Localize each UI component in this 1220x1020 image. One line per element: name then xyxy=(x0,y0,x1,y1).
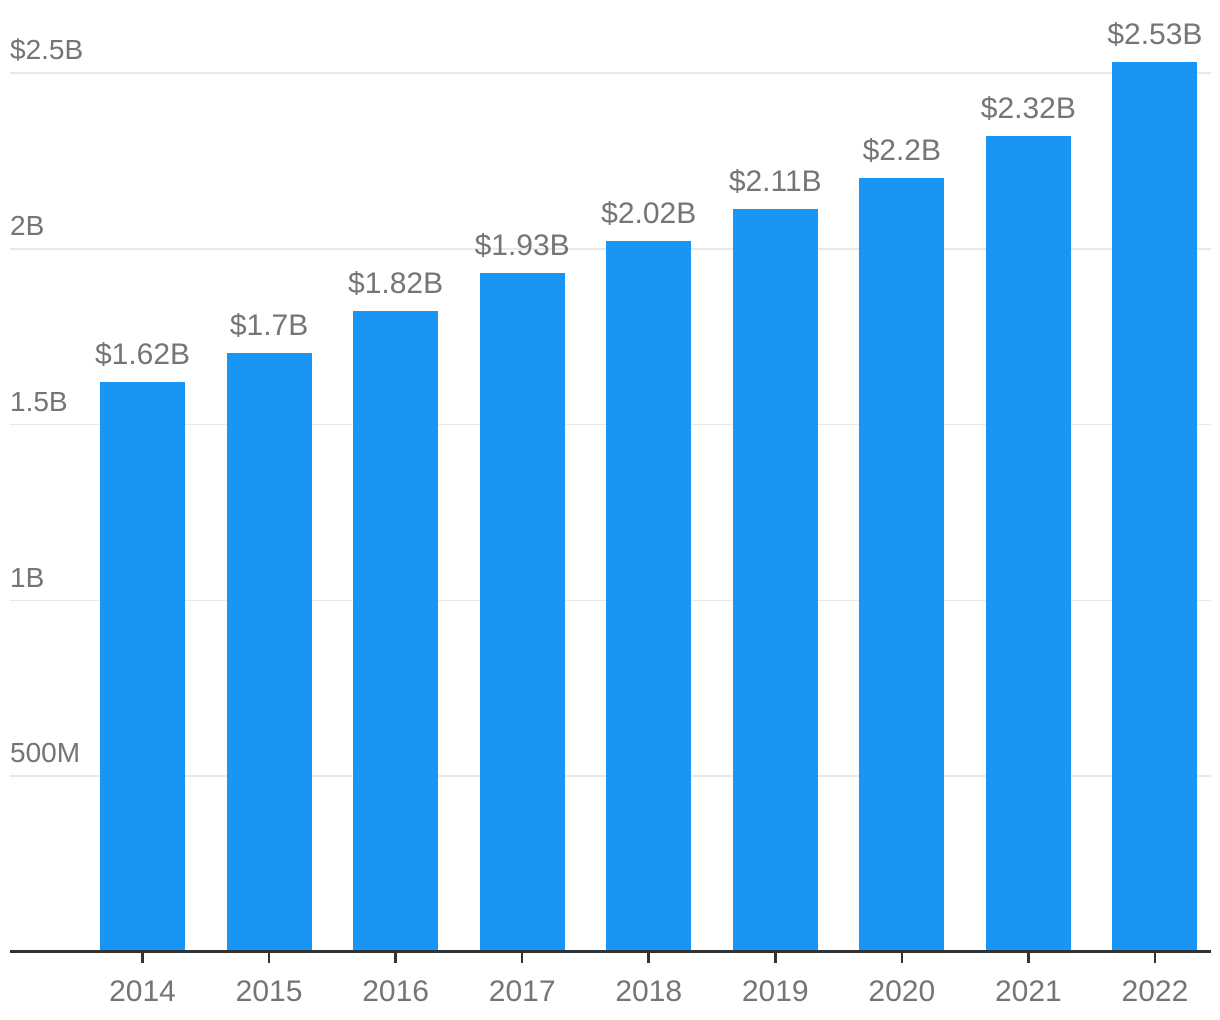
bar-value-label: $2.11B xyxy=(728,165,822,199)
bar-2020 xyxy=(859,177,945,951)
bar-2016 xyxy=(353,311,439,951)
x-axis-label: 2020 xyxy=(868,975,936,1008)
bar-2017 xyxy=(479,272,565,951)
x-axis-tick xyxy=(1027,952,1030,963)
x-axis-label: 2014 xyxy=(109,975,176,1008)
bar-2022 xyxy=(1112,61,1198,951)
x-axis-label: 2022 xyxy=(1121,975,1189,1008)
x-axis-label: 2021 xyxy=(994,975,1062,1008)
y-axis-label: $2.5B xyxy=(10,34,84,66)
gridline xyxy=(10,72,1211,74)
y-axis-label: 500M xyxy=(10,737,81,769)
x-axis-label: 2018 xyxy=(615,975,683,1008)
x-axis-label: 2015 xyxy=(235,975,303,1008)
bar-value-label: $2.32B xyxy=(980,91,1076,125)
bar-value-label: $2.53B xyxy=(1107,17,1203,51)
x-axis-label: 2016 xyxy=(362,975,429,1008)
y-axis-label: 1B xyxy=(10,561,45,593)
x-axis-tick xyxy=(647,952,650,963)
bar-value-label: $1.82B xyxy=(348,267,444,301)
bar-2015 xyxy=(226,353,312,951)
bar-2014 xyxy=(100,381,185,951)
y-axis-label: 2B xyxy=(10,210,45,241)
y-axis-label: 1.5B xyxy=(10,385,68,417)
x-axis-tick xyxy=(900,952,904,963)
x-axis-label: 2017 xyxy=(488,975,556,1008)
bar-2019 xyxy=(732,209,818,951)
x-axis-tick xyxy=(774,952,777,963)
x-axis-label: 2019 xyxy=(741,975,809,1008)
bar-value-label: $2.02B xyxy=(601,196,697,230)
bar-2018 xyxy=(606,240,692,951)
x-axis-line xyxy=(10,950,1211,953)
x-axis-tick xyxy=(141,952,144,963)
bar-value-label: $1.93B xyxy=(474,228,570,262)
bar-value-label: $2.2B xyxy=(862,133,941,167)
bar-value-label: $1.7B xyxy=(229,309,309,343)
x-axis-tick xyxy=(1153,952,1157,963)
x-axis-tick xyxy=(394,952,397,963)
bar-2021 xyxy=(985,135,1071,951)
bar-value-label: $1.62B xyxy=(94,337,191,371)
x-axis-tick xyxy=(520,952,524,963)
x-axis-tick xyxy=(267,952,271,963)
